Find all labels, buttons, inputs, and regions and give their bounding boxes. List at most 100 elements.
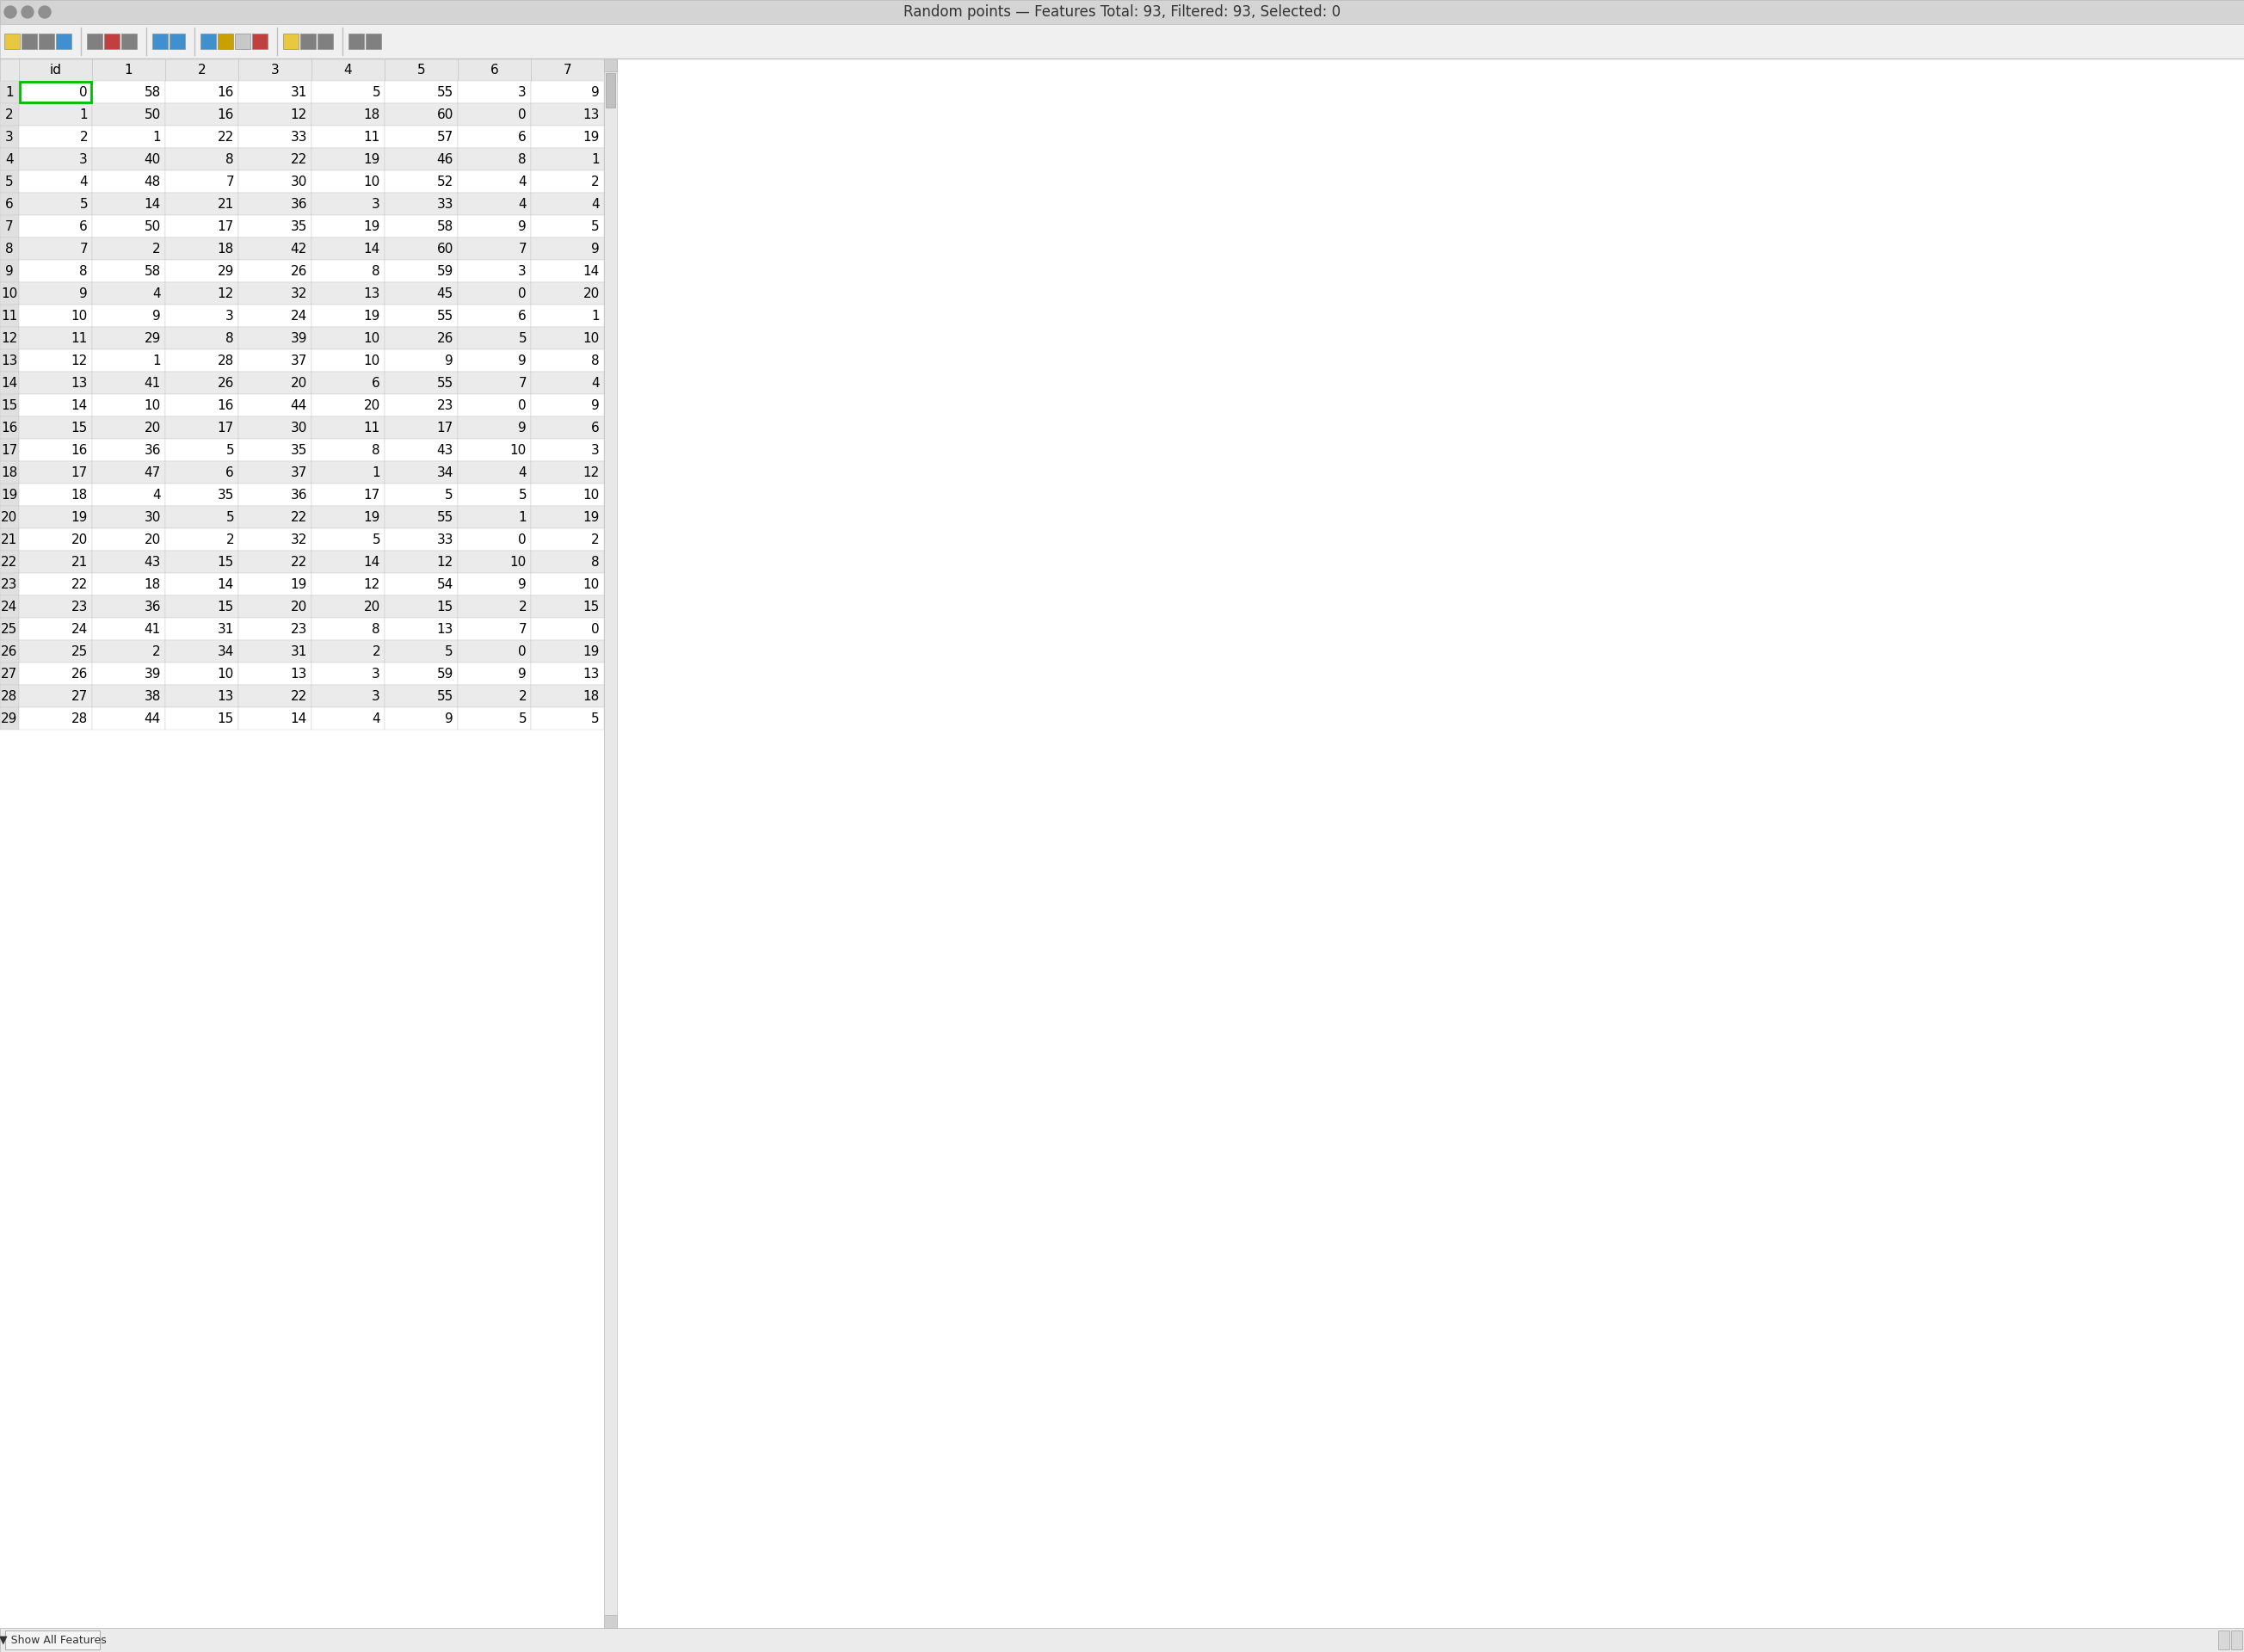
Bar: [18, 707, 92, 730]
Bar: [458, 686, 532, 707]
Bar: [312, 372, 384, 395]
Text: 18: 18: [144, 578, 162, 591]
Bar: [312, 238, 384, 259]
Bar: [18, 259, 92, 282]
Text: 3: 3: [373, 667, 379, 681]
Text: 7: 7: [518, 377, 527, 390]
Text: 17: 17: [438, 421, 453, 434]
Bar: [532, 81, 604, 102]
Bar: [458, 238, 532, 259]
Text: 8: 8: [373, 623, 379, 636]
Text: 2: 2: [518, 689, 527, 702]
Bar: [532, 707, 604, 730]
Bar: [153, 33, 168, 50]
Bar: [0, 58, 18, 81]
Text: 8: 8: [592, 354, 599, 367]
Text: 32: 32: [289, 534, 307, 545]
Bar: [312, 707, 384, 730]
Bar: [384, 550, 458, 573]
Bar: [532, 529, 604, 550]
Bar: [0, 372, 18, 395]
Bar: [366, 33, 381, 50]
Bar: [312, 662, 384, 686]
Text: 9: 9: [592, 86, 599, 99]
Text: 17: 17: [72, 466, 88, 479]
Bar: [384, 327, 458, 349]
Bar: [0, 573, 18, 595]
Text: 14: 14: [218, 578, 233, 591]
Bar: [312, 215, 384, 238]
Bar: [458, 372, 532, 395]
Bar: [200, 33, 215, 50]
Text: 3: 3: [4, 131, 13, 144]
Text: 4: 4: [518, 466, 527, 479]
Text: 57: 57: [438, 131, 453, 144]
Text: 44: 44: [144, 712, 162, 725]
Text: 15: 15: [218, 712, 233, 725]
Text: 13: 13: [289, 667, 307, 681]
Bar: [22, 33, 36, 50]
Text: 18: 18: [364, 107, 379, 121]
Bar: [384, 573, 458, 595]
Bar: [92, 102, 166, 126]
Bar: [166, 58, 238, 81]
Bar: [312, 170, 384, 193]
Bar: [0, 529, 18, 550]
Text: 55: 55: [438, 689, 453, 702]
Text: 47: 47: [144, 466, 162, 479]
Text: 22: 22: [72, 578, 88, 591]
Text: 19: 19: [583, 131, 599, 144]
Bar: [18, 461, 92, 484]
Bar: [92, 304, 166, 327]
Text: 8: 8: [4, 243, 13, 254]
Text: 2: 2: [197, 63, 206, 76]
Text: 10: 10: [364, 175, 379, 188]
Bar: [18, 126, 92, 149]
Text: 20: 20: [144, 534, 162, 545]
Text: 36: 36: [144, 600, 162, 613]
Text: 22: 22: [292, 510, 307, 524]
Bar: [56, 33, 72, 50]
Bar: [312, 304, 384, 327]
Bar: [238, 461, 312, 484]
Text: 27: 27: [72, 689, 88, 702]
Text: 33: 33: [289, 131, 307, 144]
Text: 16: 16: [72, 443, 88, 456]
Bar: [218, 33, 233, 50]
Bar: [458, 461, 532, 484]
Bar: [0, 639, 18, 662]
Bar: [384, 215, 458, 238]
Text: 9: 9: [518, 667, 527, 681]
Text: 20: 20: [364, 600, 379, 613]
Bar: [532, 304, 604, 327]
Text: 8: 8: [79, 264, 88, 278]
Text: 19: 19: [364, 152, 379, 165]
Text: 34: 34: [218, 644, 233, 657]
Text: 33: 33: [438, 198, 453, 210]
Bar: [0, 81, 18, 102]
Bar: [238, 506, 312, 529]
Text: 34: 34: [438, 466, 453, 479]
Text: 22: 22: [292, 689, 307, 702]
Text: 9: 9: [592, 398, 599, 411]
Bar: [18, 529, 92, 550]
Bar: [316, 33, 332, 50]
Bar: [384, 102, 458, 126]
Text: 11: 11: [2, 309, 18, 322]
Bar: [92, 484, 166, 506]
Text: 5: 5: [79, 198, 88, 210]
Text: 46: 46: [438, 152, 453, 165]
Text: 13: 13: [72, 377, 88, 390]
Bar: [92, 282, 166, 304]
Text: 5: 5: [518, 712, 527, 725]
Text: 18: 18: [218, 243, 233, 254]
Text: 1: 1: [592, 152, 599, 165]
Text: 6: 6: [518, 131, 527, 144]
Text: 22: 22: [2, 555, 18, 568]
Text: 5: 5: [227, 443, 233, 456]
Bar: [18, 550, 92, 573]
Bar: [92, 170, 166, 193]
Bar: [0, 484, 18, 506]
Text: 3: 3: [518, 264, 527, 278]
Bar: [18, 484, 92, 506]
